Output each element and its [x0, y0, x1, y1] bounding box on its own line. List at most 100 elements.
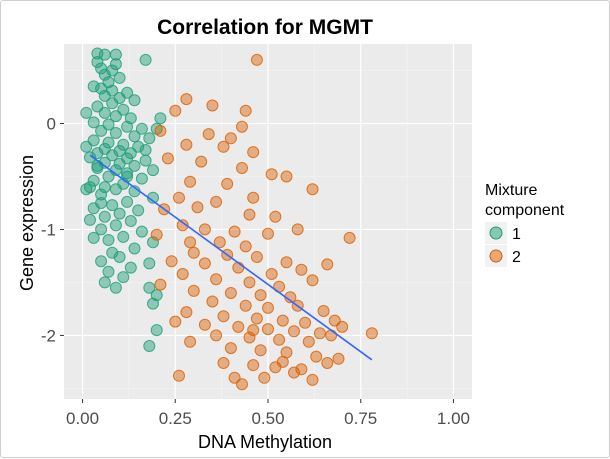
point-series-1 [109, 219, 122, 232]
axis-ticks: 0.00 0.25 0.50 0.75 1.00 0 -1 -2 [41, 114, 470, 428]
point-series-1 [106, 64, 119, 77]
grid-lines [64, 44, 472, 399]
point-series-1 [95, 124, 108, 137]
point-series-2 [169, 104, 182, 117]
point-series-2 [224, 132, 237, 145]
x-tick-label: 0.50 [251, 409, 284, 428]
point-series-1 [80, 140, 93, 153]
data-points [80, 47, 378, 391]
point-series-2 [280, 256, 293, 269]
point-series-1 [154, 112, 167, 125]
point-series-2 [258, 371, 271, 384]
point-series-2 [306, 274, 319, 287]
point-series-2 [239, 240, 252, 253]
point-series-2 [295, 363, 308, 376]
point-series-2 [169, 315, 182, 328]
point-series-1 [106, 246, 119, 259]
point-series-2 [254, 344, 267, 357]
point-series-1 [87, 116, 100, 129]
x-axis-title: DNA Methylation [198, 432, 332, 452]
point-series-2 [198, 257, 211, 270]
x-tick-label: 0.25 [159, 409, 192, 428]
point-series-1 [113, 157, 126, 170]
point-series-2 [184, 335, 197, 348]
point-series-1 [128, 94, 141, 107]
point-series-2 [239, 299, 252, 312]
point-series-1 [143, 340, 156, 352]
point-series-1 [106, 149, 119, 162]
point-series-1 [139, 53, 152, 66]
x-tick-label: 0.75 [344, 409, 377, 428]
point-series-2 [265, 168, 278, 181]
point-series-2 [247, 324, 260, 337]
point-series-1 [91, 147, 104, 160]
y-tick-label: 0 [47, 114, 56, 133]
point-series-1 [150, 324, 163, 337]
point-series-2 [224, 287, 237, 299]
point-series-2 [247, 146, 260, 159]
point-series-1 [98, 106, 111, 119]
legend-symbol-2 [489, 249, 503, 263]
point-series-1 [135, 122, 148, 135]
x-tick-label: 0.00 [66, 409, 99, 428]
point-series-1 [124, 215, 137, 227]
point-series-1 [143, 257, 156, 270]
point-series-2 [302, 335, 315, 348]
point-series-2 [288, 325, 300, 338]
point-series-1 [135, 172, 148, 185]
point-series-2 [313, 327, 326, 340]
point-series-2 [306, 373, 319, 386]
point-series-1 [143, 132, 156, 145]
point-series-2 [310, 350, 323, 363]
point-series-2 [265, 268, 278, 280]
point-series-1 [139, 144, 152, 156]
point-series-1 [121, 167, 134, 180]
point-series-2 [262, 323, 274, 336]
point-series-1 [91, 159, 104, 172]
point-series-2 [187, 284, 200, 297]
point-series-2 [317, 305, 330, 317]
point-series-1 [117, 271, 130, 284]
point-series-2 [180, 138, 193, 151]
point-series-1 [91, 47, 104, 60]
point-series-1 [113, 207, 126, 220]
regression-line [89, 154, 373, 361]
point-series-2 [210, 273, 223, 286]
point-series-2 [224, 342, 237, 355]
point-series-2 [210, 195, 223, 208]
point-series-2 [321, 258, 334, 271]
legend-label-1: 1 [512, 226, 521, 243]
point-series-2 [165, 255, 178, 268]
legend: Mixture component 1 2 [485, 182, 565, 267]
point-series-1 [124, 261, 137, 274]
point-series-2 [176, 268, 189, 280]
point-series-2 [288, 366, 300, 379]
point-series-2 [198, 318, 211, 331]
point-series-1 [109, 110, 122, 123]
point-series-1 [147, 236, 159, 249]
point-series-1 [139, 154, 152, 167]
point-series-1 [121, 195, 134, 208]
point-series-1 [102, 136, 115, 149]
point-series-1 [128, 159, 141, 172]
point-series-2 [206, 295, 219, 308]
legend-title-line2: component [485, 202, 565, 219]
point-series-1 [87, 174, 100, 187]
point-series-1 [98, 68, 111, 81]
point-series-2 [321, 357, 334, 369]
x-tick-label: 1.00 [437, 409, 470, 428]
point-series-1 [113, 251, 126, 263]
point-series-1 [84, 151, 96, 164]
point-series-2 [236, 378, 248, 391]
point-series-2 [228, 225, 241, 238]
point-series-1 [95, 255, 108, 268]
point-series-1 [102, 234, 115, 246]
point-series-2 [213, 236, 226, 249]
point-series-1 [98, 89, 111, 102]
point-series-1 [109, 58, 122, 71]
point-series-1 [87, 80, 100, 93]
point-series-2 [280, 170, 293, 183]
point-series-1 [109, 183, 122, 196]
